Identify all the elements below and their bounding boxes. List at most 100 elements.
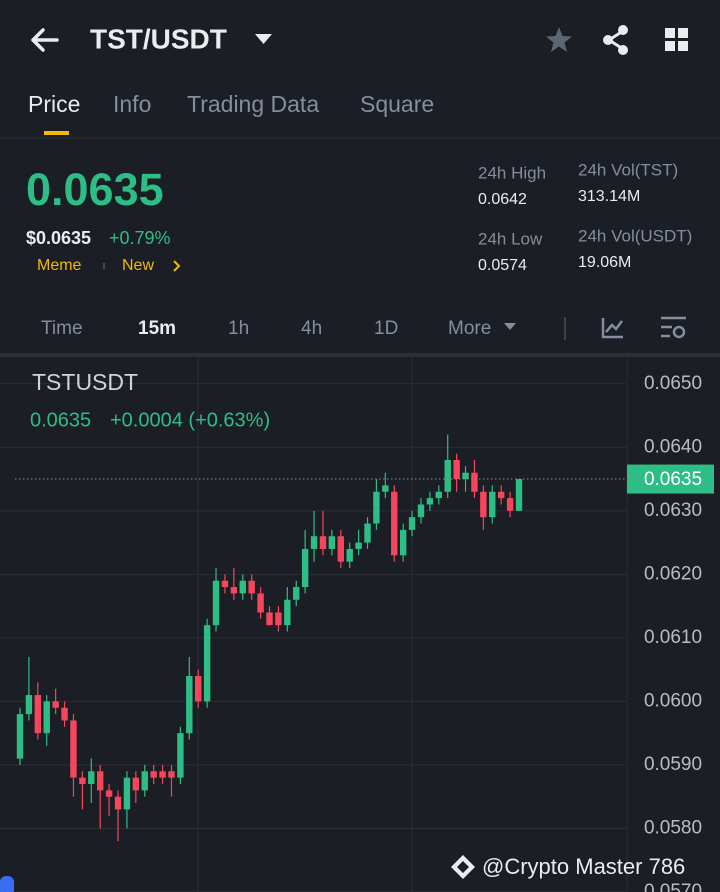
interval[interactable]: 1D [374,318,398,339]
candle-body [417,504,425,518]
stat-value: 19.06M [578,254,631,271]
floating-button[interactable] [0,876,14,892]
candle-body [230,587,238,594]
y-tick-label: 0.0630 [644,500,702,521]
candle-body [266,612,273,626]
candle-body [293,587,300,600]
candle-body [399,529,407,556]
interval[interactable]: 1h [228,318,249,339]
candle-body [25,695,33,715]
candle-body [159,771,166,778]
candle-body [123,777,131,810]
candle-body [105,790,113,797]
candle-body [203,625,211,702]
tab-indicator [44,131,69,135]
stat-value: 0.0574 [478,257,527,274]
stat-value: 313.14M [578,188,640,205]
candle-body [355,542,362,549]
tab[interactable]: Price [28,91,80,117]
stat-value: 0.0642 [478,191,527,208]
settings-icon[interactable] [661,316,686,339]
candle-body [43,701,50,734]
candle-body [310,536,318,549]
share-icon[interactable] [603,25,628,55]
last-price-label: 0.0635 [644,469,702,490]
candle-body [195,676,202,702]
candle-body [16,714,24,759]
pair-dropdown[interactable] [255,34,272,44]
candle-body [257,593,264,613]
tab[interactable]: Info [113,91,151,117]
favorite-icon[interactable] [546,27,572,52]
tab[interactable]: Square [360,91,434,117]
y-tick-label: 0.0600 [644,690,702,711]
chart-change: +0.0004 (+0.63%) [110,409,270,431]
tag[interactable]: Meme [37,257,82,274]
candle-body [248,580,255,594]
interval[interactable]: Time [41,318,83,339]
candle-body [515,479,523,511]
usd-price: $0.0635 [26,228,91,248]
back-button[interactable] [31,28,59,52]
candle-body [114,796,122,810]
chart-last: 0.0635 [30,409,91,431]
plot [0,383,627,892]
last-price: 0.0635 [26,164,164,215]
menu-icon[interactable] [665,28,688,51]
candle-body [96,771,104,791]
candle-body [150,771,157,778]
candle-body [373,491,380,524]
candle-body [346,548,353,562]
candle-body [337,536,344,562]
candle-body [79,777,86,784]
y-tick-label: 0.0620 [644,563,702,584]
candle-body [177,733,184,778]
candle-body [141,771,148,791]
candle-body [506,498,514,511]
tag[interactable]: New [122,257,154,274]
candle-body [453,460,460,480]
indicator-icon[interactable] [601,318,623,339]
watermark: @Crypto Master 786 [482,854,685,879]
candle-body [52,701,59,708]
pair-title[interactable]: TST/USDT [90,23,227,54]
candle-body [480,491,487,518]
stat-label: 24h High [478,163,546,182]
candle-body [221,580,229,588]
candle-body [408,517,416,530]
interval[interactable]: More [448,318,491,339]
candle-body [275,612,282,626]
divider [0,353,720,357]
candle-body [426,498,434,505]
candle-body [70,720,77,778]
candle-body [301,548,309,588]
y-tick-label: 0.0650 [644,373,702,394]
watermark-logo [451,855,475,879]
candle-body [462,472,469,480]
candle-body [391,491,398,556]
stat-label: 24h Low [478,229,543,248]
candle-body [435,491,443,499]
interval[interactable]: 15m [138,318,176,339]
candle-body [186,676,193,734]
stat-label: 24h Vol(USDT) [578,226,692,245]
price-change: +0.79% [109,228,171,248]
interval[interactable]: 4h [301,318,322,339]
candle-body [284,599,291,626]
candle-body [382,485,389,492]
y-tick-label: 0.0580 [644,817,702,838]
candle-body [212,580,220,626]
candle-body [471,472,478,492]
candle-body [168,771,175,778]
last-price-tag [627,464,714,494]
y-tick-label: 0.0590 [644,754,702,775]
candle-body [61,707,68,721]
tag-separator [103,263,105,269]
candle-body [444,460,451,492]
candle-body [489,491,496,518]
more-caret [504,323,516,330]
tab[interactable]: Trading Data [187,91,319,117]
